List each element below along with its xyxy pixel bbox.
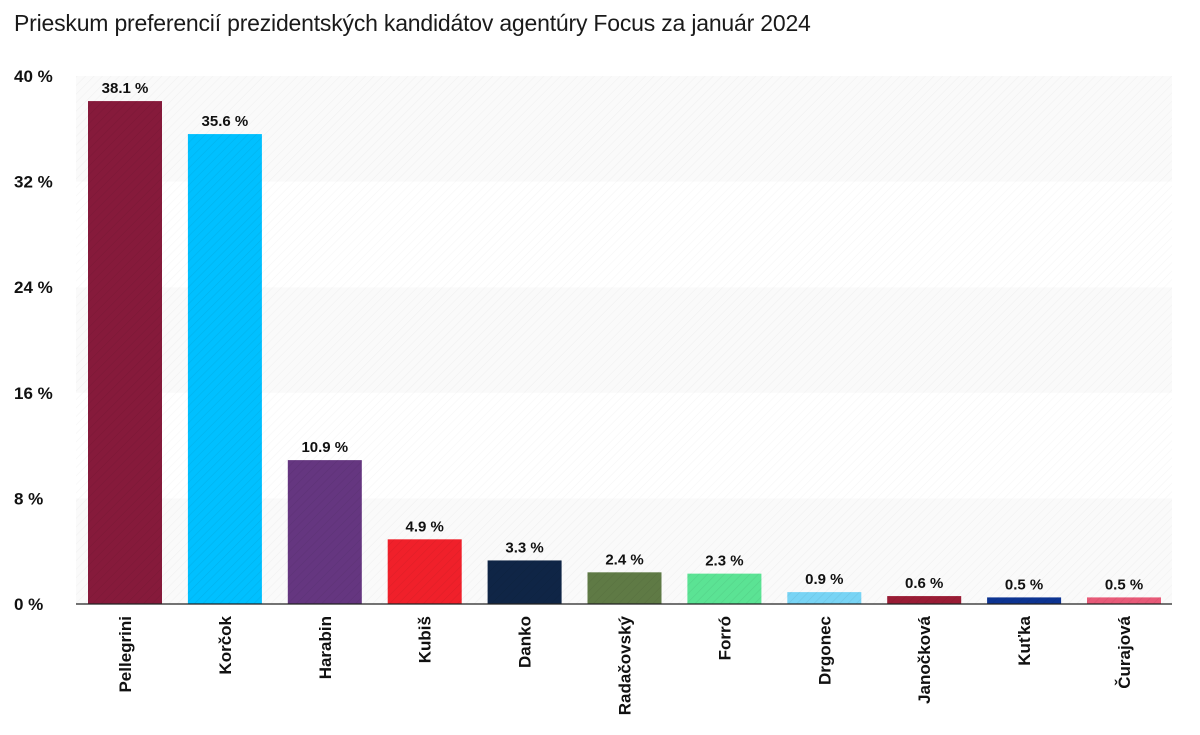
value-label: 2.3 % <box>705 553 743 570</box>
bar-hatch <box>287 460 362 604</box>
x-tick-label: Čurajová <box>1115 615 1134 688</box>
y-tick-label: 8 % <box>14 489 43 508</box>
bar-hatch <box>887 596 962 604</box>
x-tick-label: Kuťka <box>1015 615 1034 665</box>
value-label: 0.6 % <box>905 575 943 592</box>
x-tick-label: Korčok <box>216 615 235 674</box>
x-tick-label: Pellegrini <box>116 616 135 693</box>
x-tick-label: Kubiš <box>416 616 435 663</box>
x-tick-label: Danko <box>516 616 535 668</box>
bar-hatch <box>487 560 562 604</box>
bar-hatch <box>587 572 662 604</box>
value-labels: 38.1 % 35.6 % 10.9 % 4.9 % 3.3 % 2.4 % 2.3 % 0.… <box>102 80 1144 593</box>
bar-hatch <box>987 597 1062 604</box>
bar-hatch <box>687 573 762 604</box>
bar-hatch <box>387 539 462 604</box>
value-label: 0.5 % <box>1005 576 1043 593</box>
chart-title: Prieskum preferencií prezidentských kand… <box>14 10 811 36</box>
bar-hatch <box>88 101 162 604</box>
bar-hatch <box>1087 597 1161 604</box>
y-tick-label: 32 % <box>14 173 53 192</box>
value-label: 0.9 % <box>805 571 843 588</box>
y-tick-label: 16 % <box>14 384 53 403</box>
bar-hatch <box>787 592 862 604</box>
value-label: 2.4 % <box>605 551 643 568</box>
bar-hatching <box>88 101 1161 604</box>
value-label: 3.3 % <box>505 539 543 556</box>
x-axis: Pellegrini Korčok Harabin Kubiš Danko Radačov… <box>116 615 1134 715</box>
y-tick-label: 24 % <box>14 278 53 297</box>
value-label: 4.9 % <box>406 518 444 535</box>
x-tick-label: Radačovský <box>616 615 635 715</box>
value-label: 10.9 % <box>301 439 348 456</box>
value-label: 38.1 % <box>102 80 149 97</box>
x-tick-label: Forró <box>715 616 734 660</box>
value-label: 0.5 % <box>1105 576 1143 593</box>
y-tick-label: 40 % <box>14 67 53 86</box>
x-tick-label: Janočková <box>915 615 934 703</box>
value-label: 35.6 % <box>202 113 249 130</box>
bar-hatch <box>187 134 262 604</box>
x-tick-label: Drgonec <box>815 616 834 685</box>
y-tick-label: 0 % <box>14 595 43 614</box>
x-tick-label: Harabin <box>316 616 335 679</box>
y-axis: 0 % 8 % 16 % 24 % 32 % 40 % <box>14 67 53 614</box>
